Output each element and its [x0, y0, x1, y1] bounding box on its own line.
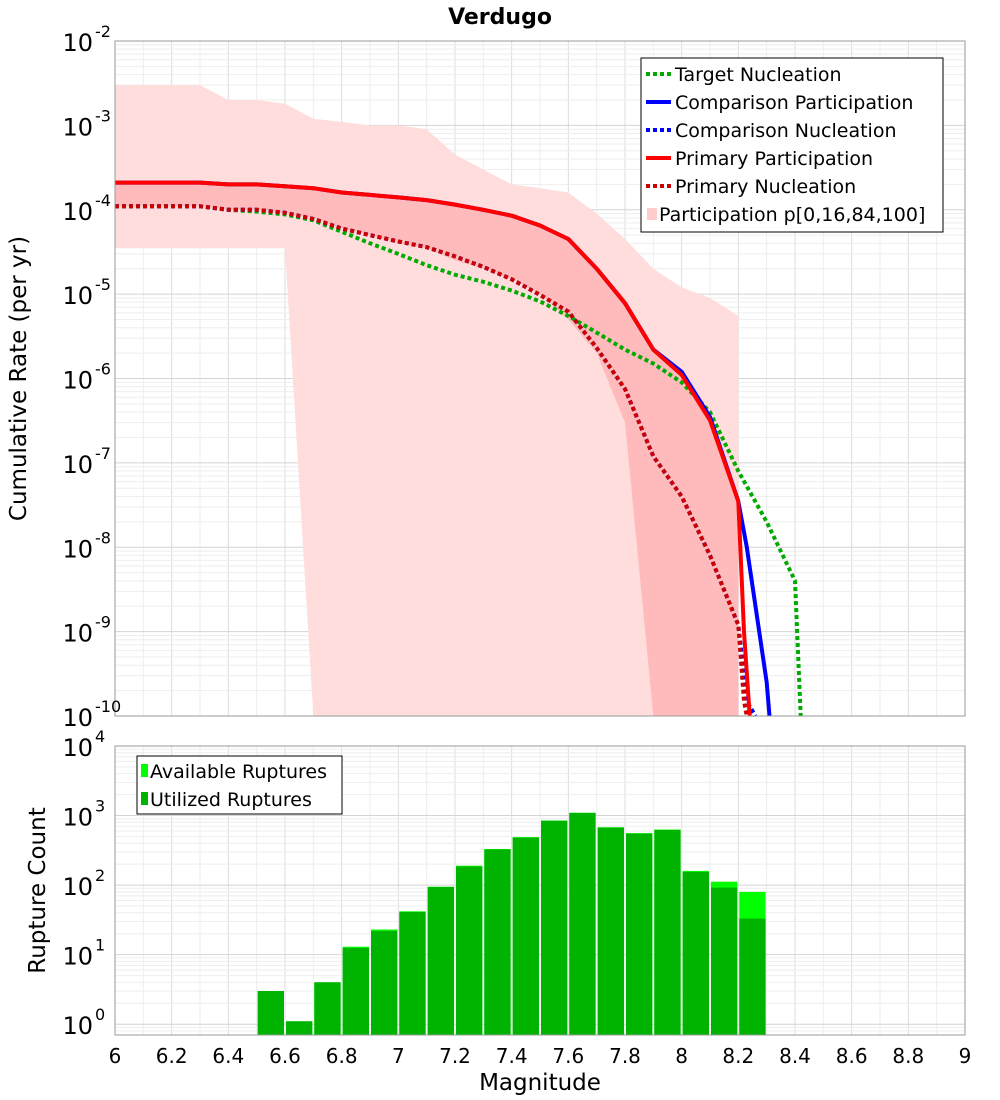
bar-utilized-ruptures — [541, 820, 568, 1035]
rupture-plot-frame — [114, 745, 966, 1036]
rate-legend: Target Nucleation Comparison Participatio… — [640, 57, 944, 233]
y-tick-label: 10 — [62, 113, 93, 141]
x-tick-label: 6.8 — [326, 1044, 358, 1068]
magnitude-x-tick-labels: 6 6.2 6.4 6.6 6.8 7 7.2 7.4 7.6 7.8 8 8.2 8.4 8.6 8.8 9 — [109, 1044, 972, 1068]
bar-utilized-ruptures — [286, 1021, 313, 1035]
y-tick-exponent: -3 — [95, 106, 111, 125]
legend-label: Comparison Nucleation — [675, 120, 897, 142]
bar-utilized-ruptures — [597, 827, 624, 1035]
legend-label: Primary Participation — [675, 148, 873, 170]
y-tick-exponent: -2 — [95, 22, 111, 41]
bar-utilized-ruptures — [371, 930, 398, 1035]
legend-swatch — [141, 792, 148, 805]
legend-label: Target Nucleation — [674, 64, 842, 86]
y-tick-exponent: 0 — [95, 1005, 105, 1024]
x-tick-label: 6.4 — [212, 1044, 244, 1068]
y-tick-label: 10 — [62, 620, 93, 648]
rate-plot-frame — [114, 40, 966, 717]
x-tick-label: 8.4 — [779, 1044, 811, 1068]
x-tick-label: 7 — [392, 1044, 405, 1068]
y-tick-exponent: -8 — [95, 528, 111, 547]
y-tick-label: 10 — [62, 1012, 93, 1040]
bar-utilized-ruptures — [314, 982, 341, 1035]
band-participation-p-16-84 — [115, 182, 739, 717]
bar-utilized-ruptures — [427, 887, 454, 1035]
x-tick-label: 8.2 — [722, 1044, 754, 1068]
y-tick-exponent: -4 — [95, 191, 111, 210]
x-tick-label: 7.8 — [609, 1044, 641, 1068]
x-tick-label: 6.2 — [156, 1044, 188, 1068]
y-tick-exponent: 4 — [95, 727, 105, 746]
y-tick-label: 10 — [62, 367, 93, 395]
bar-utilized-ruptures — [257, 991, 284, 1035]
bar-utilized-ruptures — [711, 887, 738, 1035]
rupture-legend-box — [136, 755, 343, 815]
rupture-plot-grid — [114, 745, 966, 1036]
y-tick-label: 10 — [62, 704, 93, 732]
y-tick-label: 10 — [62, 804, 93, 832]
bar-utilized-ruptures — [682, 871, 709, 1035]
magnitude-x-axis-label: Magnitude — [479, 1070, 601, 1096]
y-tick-label: 10 — [62, 943, 93, 971]
bar-utilized-ruptures — [654, 830, 681, 1035]
legend-label: Primary Nucleation — [675, 176, 856, 198]
y-tick-exponent: -6 — [95, 360, 111, 379]
rupture-legend: Available Ruptures Utilized Ruptures — [136, 755, 343, 815]
y-tick-label: 10 — [62, 29, 93, 57]
x-tick-label: 6.6 — [269, 1044, 301, 1068]
chart-title: Verdugo — [448, 5, 552, 30]
bar-utilized-ruptures — [342, 947, 369, 1035]
y-tick-exponent: 1 — [95, 936, 105, 955]
x-tick-label: 7.6 — [552, 1044, 584, 1068]
bar-utilized-ruptures — [456, 866, 483, 1035]
bar-utilized-ruptures — [569, 813, 596, 1035]
x-tick-label: 8.8 — [892, 1044, 924, 1068]
x-tick-label: 8.6 — [836, 1044, 868, 1068]
bar-utilized-ruptures — [484, 849, 511, 1035]
y-tick-label: 10 — [62, 734, 93, 762]
y-tick-label: 10 — [62, 873, 93, 901]
legend-swatch — [141, 764, 148, 777]
y-tick-exponent: -7 — [95, 444, 111, 463]
rupture-bars — [257, 812, 766, 1035]
legend-label: Comparison Participation — [675, 92, 913, 114]
y-tick-exponent: 3 — [95, 797, 105, 816]
legend-label: Available Ruptures — [150, 761, 327, 783]
bar-utilized-ruptures — [399, 912, 426, 1035]
series-primary-participation — [115, 180, 752, 717]
y-tick-label: 10 — [62, 198, 93, 226]
x-tick-label: 6 — [109, 1044, 122, 1068]
x-tick-label: 7.4 — [496, 1044, 528, 1068]
y-tick-exponent: -5 — [95, 275, 111, 294]
bar-utilized-ruptures — [626, 833, 653, 1035]
x-tick-label: 7.2 — [439, 1044, 471, 1068]
y-tick-exponent: -9 — [95, 613, 111, 632]
rate-series-lines — [115, 180, 803, 717]
legend-swatch — [647, 208, 657, 220]
band-participation-p-0-100 — [115, 85, 739, 717]
legend-label: Utilized Ruptures — [150, 789, 312, 811]
participation-bands — [115, 85, 739, 717]
y-tick-exponent: 2 — [95, 866, 105, 885]
bar-utilized-ruptures — [739, 918, 766, 1035]
y-tick-label: 10 — [62, 451, 93, 479]
rate-legend-box — [640, 57, 944, 233]
x-tick-label: 9 — [959, 1044, 972, 1068]
x-tick-label: 8 — [675, 1044, 688, 1068]
series-target-nucleation — [115, 204, 803, 717]
bar-utilized-ruptures — [512, 837, 539, 1035]
y-tick-exponent: -10 — [95, 697, 121, 716]
legend-label: Participation p[0,16,84,100] — [659, 204, 925, 226]
y-tick-label: 10 — [62, 282, 93, 310]
rupture-y-axis-label: Rupture Count — [25, 807, 51, 973]
y-tick-label: 10 — [62, 535, 93, 563]
rate-y-axis-label: Cumulative Rate (per yr) — [6, 236, 32, 521]
